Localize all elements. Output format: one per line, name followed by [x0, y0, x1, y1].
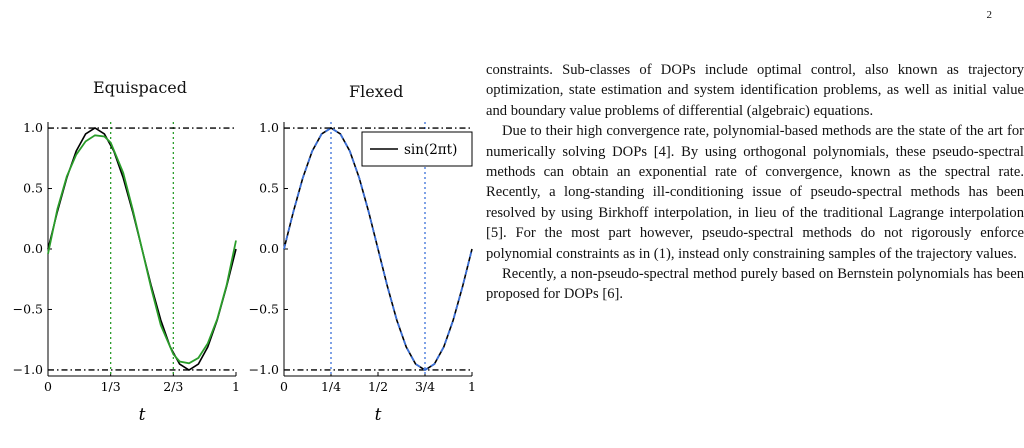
- paragraph-2: Due to their high convergence rate, poly…: [486, 123, 1024, 262]
- x-tick-label-equispaced: 2/3: [163, 379, 183, 394]
- plot-canvas: 1.00.50.0−0.5−1.00 1/3 2/3 1t1.00.50.0−0.5−…: [13, 120, 476, 425]
- y-tick-label-equispaced: 0.0: [23, 241, 43, 256]
- approx-curve-equispaced: [47, 134, 237, 365]
- y-tick-label-equispaced: 1.0: [23, 120, 43, 135]
- y-tick-label-equispaced: −0.5: [13, 301, 43, 316]
- x-tick-label-flexed: 1: [468, 379, 476, 394]
- panel-title-flexed: Flexed: [349, 82, 404, 101]
- x-tick-label-flexed: 0: [280, 379, 288, 394]
- legend-label: sin(2πt): [404, 142, 457, 158]
- panel-title-equispaced: Equispaced: [93, 78, 188, 97]
- y-tick-label-flexed: −1.0: [249, 362, 279, 377]
- x-axis-label-equispaced: t: [139, 405, 146, 425]
- y-tick-label-flexed: 0.0: [259, 241, 279, 256]
- x-tick-label-flexed: 3/4: [415, 379, 435, 394]
- x-tick-label-equispaced: 1/3: [101, 379, 121, 394]
- page-number: 2: [986, 9, 993, 21]
- paragraph-3: Recently, a non-pseudo-spectral method p…: [486, 266, 1024, 303]
- y-tick-label-flexed: −0.5: [249, 301, 279, 316]
- text-column: constraints. Sub-classes of DOPs include…: [486, 60, 1024, 305]
- x-axis-label-flexed: t: [375, 405, 382, 425]
- y-tick-label-equispaced: −1.0: [13, 362, 43, 377]
- y-tick-label-equispaced: 0.5: [23, 181, 43, 196]
- y-tick-label-flexed: 0.5: [259, 181, 279, 196]
- approx-curve-flexed: [283, 126, 473, 372]
- x-tick-label-equispaced: 0: [44, 379, 52, 394]
- x-tick-label-flexed: 1/4: [321, 379, 341, 394]
- x-tick-label-equispaced: 1: [232, 379, 240, 394]
- figure: Equispaced Flexed 1.0 0.5 0.0 −0.5 −1.0 0 1/3 2…: [0, 70, 480, 444]
- y-tick-label-flexed: 1.0: [259, 120, 279, 135]
- x-tick-label-flexed: 1/2: [368, 379, 388, 394]
- paragraph-1: constraints. Sub-classes of DOPs include…: [486, 62, 1024, 119]
